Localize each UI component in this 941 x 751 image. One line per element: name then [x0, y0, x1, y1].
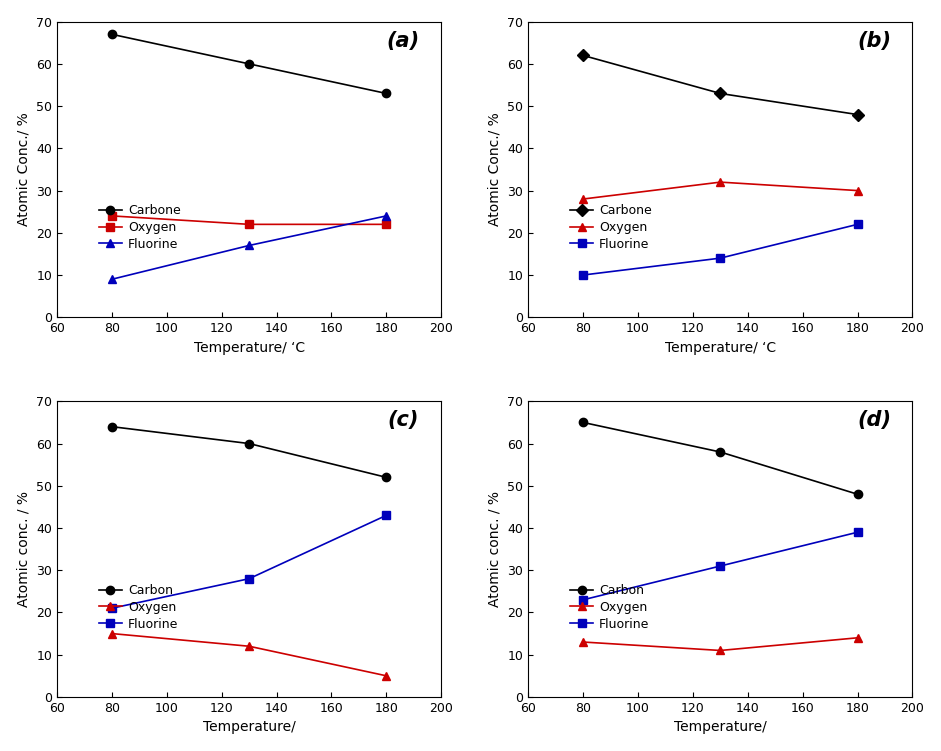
Carbone [106, 30, 118, 39]
Y-axis label: Atomic Conc./ %: Atomic Conc./ % [487, 113, 502, 226]
Line: Carbone: Carbone [108, 30, 391, 98]
Carbon [244, 439, 255, 448]
Fluorine [715, 562, 726, 571]
Fluorine [381, 511, 392, 520]
Oxygen [715, 178, 726, 187]
Line: Fluorine: Fluorine [108, 212, 391, 283]
Oxygen [852, 633, 863, 642]
Line: Oxygen: Oxygen [579, 178, 862, 204]
Carbone [381, 89, 392, 98]
Legend: Carbone, Oxygen, Fluorine: Carbone, Oxygen, Fluorine [94, 199, 185, 256]
Fluorine [852, 528, 863, 537]
Text: (c): (c) [387, 410, 419, 430]
Line: Oxygen: Oxygen [108, 629, 391, 680]
Oxygen [244, 642, 255, 651]
Carbon [381, 473, 392, 482]
Line: Oxygen: Oxygen [108, 212, 391, 228]
Line: Carbone: Carbone [579, 51, 862, 119]
Oxygen [715, 646, 726, 655]
Carbon [852, 490, 863, 499]
Line: Carbon: Carbon [579, 418, 862, 499]
Fluorine [244, 575, 255, 584]
Text: (a): (a) [386, 31, 420, 50]
Oxygen [852, 186, 863, 195]
Line: Fluorine: Fluorine [579, 220, 862, 279]
Fluorine [578, 270, 589, 279]
Oxygen [578, 195, 589, 204]
Y-axis label: Atomic Conc./ %: Atomic Conc./ % [17, 113, 31, 226]
Fluorine [578, 596, 589, 605]
Carbon [715, 448, 726, 457]
Carbone [578, 51, 589, 60]
X-axis label: Temperature/ ‘C: Temperature/ ‘C [194, 341, 305, 354]
Line: Oxygen: Oxygen [579, 634, 862, 655]
Fluorine [381, 211, 392, 220]
Y-axis label: Atomic conc. / %: Atomic conc. / % [17, 491, 31, 607]
Oxygen [381, 220, 392, 229]
X-axis label: Temperature/: Temperature/ [202, 720, 295, 734]
Fluorine [715, 254, 726, 263]
Y-axis label: Atomic conc. / %: Atomic conc. / % [487, 491, 502, 607]
Carbone [852, 110, 863, 119]
Oxygen [106, 629, 118, 638]
Text: (d): (d) [857, 410, 891, 430]
Oxygen [381, 671, 392, 680]
Line: Fluorine: Fluorine [579, 528, 862, 604]
Carbon [106, 422, 118, 431]
Text: (b): (b) [857, 31, 891, 50]
Fluorine [106, 275, 118, 284]
Line: Fluorine: Fluorine [108, 511, 391, 612]
Oxygen [578, 638, 589, 647]
Legend: Carbone, Oxygen, Fluorine: Carbone, Oxygen, Fluorine [566, 199, 657, 256]
Carbone [244, 59, 255, 68]
X-axis label: Temperature/: Temperature/ [674, 720, 767, 734]
Fluorine [244, 241, 255, 250]
Oxygen [106, 211, 118, 220]
Fluorine [852, 220, 863, 229]
Fluorine [106, 604, 118, 613]
Carbon [578, 418, 589, 427]
Carbone [715, 89, 726, 98]
X-axis label: Temperature/ ‘C: Temperature/ ‘C [664, 341, 776, 354]
Legend: Carbon, Oxygen, Fluorine: Carbon, Oxygen, Fluorine [94, 579, 183, 635]
Line: Carbon: Carbon [108, 423, 391, 481]
Legend: Carbon, Oxygen, Fluorine: Carbon, Oxygen, Fluorine [566, 579, 654, 635]
Oxygen [244, 220, 255, 229]
